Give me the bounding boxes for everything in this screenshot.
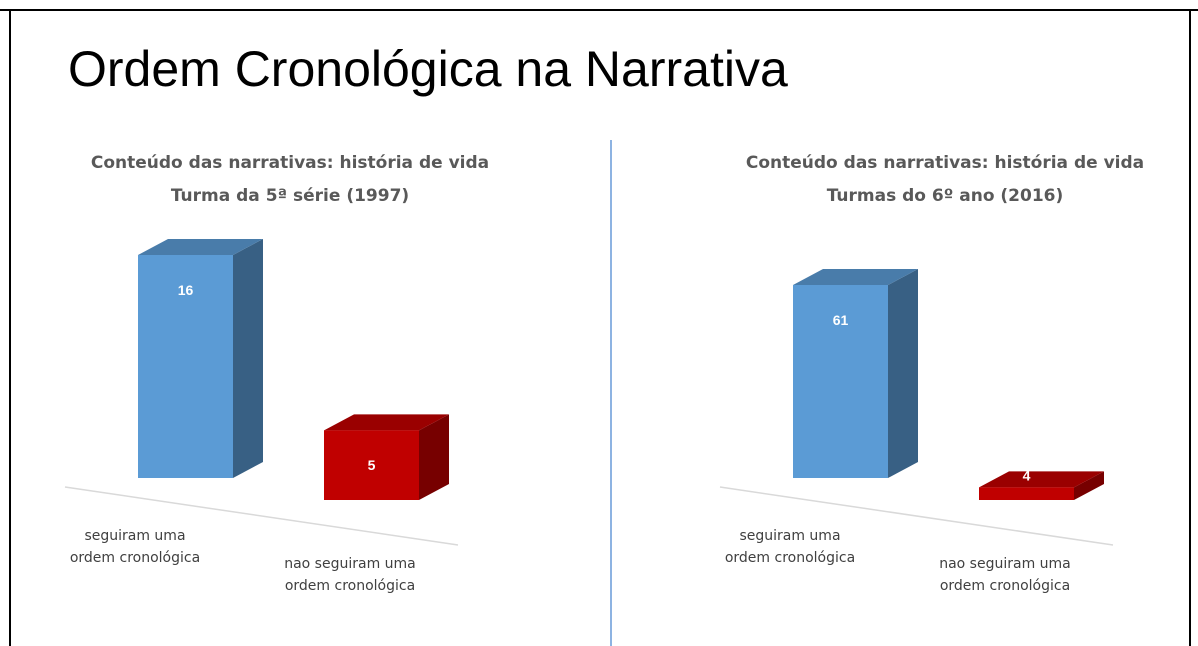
- floor-line: [719, 486, 1114, 546]
- category-label: seguiram uma ordem cronológica: [69, 528, 201, 566]
- bar: [138, 255, 233, 478]
- slide-title: Ordem Cronológica na Narrativa: [68, 41, 788, 97]
- bar-top: [979, 471, 1104, 488]
- chart-title: Conteúdo das narrativas: história de vid…: [746, 153, 1144, 173]
- category-label: nao seguiram uma ordem cronológica: [939, 556, 1071, 594]
- bar-side: [888, 269, 918, 478]
- bar-top: [324, 414, 449, 431]
- category-label: nao seguiram uma ordem cronológica: [284, 556, 416, 594]
- bar-top: [138, 239, 263, 255]
- value-label: 16: [178, 282, 194, 298]
- floor-line: [64, 486, 459, 546]
- bar-side: [1074, 471, 1104, 500]
- chart-subtitle: Turmas do 6º ano (2016): [827, 186, 1064, 206]
- chart-subtitle: Turma da 5ª série (1997): [171, 186, 409, 206]
- value-label: 61: [833, 312, 849, 328]
- bar-side: [419, 414, 449, 500]
- bar: [324, 430, 419, 500]
- value-label: 4: [1023, 468, 1031, 484]
- bar-top: [793, 269, 918, 285]
- bar: [979, 487, 1074, 500]
- value-label: 5: [368, 457, 376, 473]
- bar: [793, 285, 888, 478]
- category-label: seguiram uma ordem cronológica: [724, 528, 856, 566]
- bar-side: [233, 239, 263, 478]
- chart-title: Conteúdo das narrativas: história de vid…: [91, 153, 489, 173]
